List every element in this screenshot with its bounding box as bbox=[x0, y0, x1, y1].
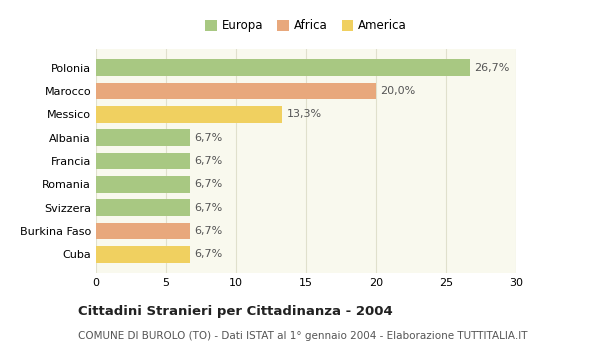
Legend: Europa, Africa, America: Europa, Africa, America bbox=[200, 15, 412, 37]
Bar bbox=[96, 199, 190, 216]
Bar bbox=[96, 59, 470, 76]
Bar bbox=[96, 246, 190, 263]
Text: 6,7%: 6,7% bbox=[194, 226, 222, 236]
Text: Cittadini Stranieri per Cittadinanza - 2004: Cittadini Stranieri per Cittadinanza - 2… bbox=[78, 304, 393, 317]
Bar bbox=[96, 83, 376, 99]
Text: COMUNE DI BUROLO (TO) - Dati ISTAT al 1° gennaio 2004 - Elaborazione TUTTITALIA.: COMUNE DI BUROLO (TO) - Dati ISTAT al 1°… bbox=[78, 331, 527, 341]
Text: 6,7%: 6,7% bbox=[194, 250, 222, 259]
Text: 6,7%: 6,7% bbox=[194, 179, 222, 189]
Text: 26,7%: 26,7% bbox=[474, 63, 509, 72]
Bar bbox=[96, 129, 190, 146]
Bar bbox=[96, 176, 190, 193]
Bar bbox=[96, 106, 282, 123]
Text: 6,7%: 6,7% bbox=[194, 203, 222, 213]
Bar bbox=[96, 153, 190, 169]
Bar bbox=[96, 223, 190, 239]
Text: 6,7%: 6,7% bbox=[194, 133, 222, 143]
Text: 20,0%: 20,0% bbox=[380, 86, 415, 96]
Text: 6,7%: 6,7% bbox=[194, 156, 222, 166]
Text: 13,3%: 13,3% bbox=[286, 109, 322, 119]
